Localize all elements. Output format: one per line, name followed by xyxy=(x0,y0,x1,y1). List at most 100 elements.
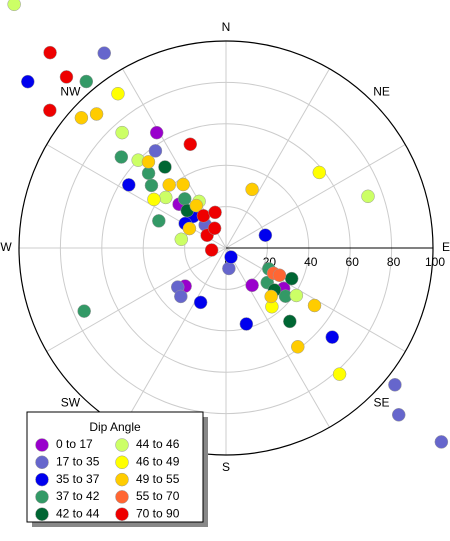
point xyxy=(152,214,166,228)
point xyxy=(158,190,173,205)
spoke xyxy=(225,68,330,249)
legend-swatch xyxy=(115,438,129,452)
legend-label: 44 to 46 xyxy=(136,437,180,451)
direction-label: N xyxy=(222,20,231,34)
point xyxy=(291,340,305,354)
legend-label: 17 to 35 xyxy=(56,454,100,468)
point xyxy=(178,192,192,206)
point xyxy=(312,165,327,180)
point xyxy=(239,317,254,331)
spoke xyxy=(46,144,227,249)
point xyxy=(391,408,406,422)
point xyxy=(144,178,159,193)
direction-label: S xyxy=(222,460,230,474)
point xyxy=(224,250,238,264)
direction-label: E xyxy=(442,240,450,254)
legend-swatch xyxy=(35,507,49,521)
point xyxy=(43,45,57,60)
point xyxy=(361,189,375,204)
point xyxy=(245,182,259,197)
legend-label: 0 to 17 xyxy=(56,437,93,451)
direction-label: SW xyxy=(61,396,81,410)
grid: 020406080100NNEESESSWWNW xyxy=(0,20,450,474)
point xyxy=(283,314,297,329)
point xyxy=(176,177,190,192)
legend-swatch xyxy=(35,490,49,504)
point xyxy=(193,295,208,310)
point xyxy=(141,166,156,180)
legend-label: 70 to 90 xyxy=(136,506,180,520)
direction-label: NE xyxy=(373,85,390,99)
point xyxy=(74,111,89,125)
point xyxy=(222,261,236,276)
point xyxy=(79,74,94,89)
point xyxy=(434,435,449,449)
point xyxy=(207,221,222,236)
point xyxy=(89,107,104,121)
point xyxy=(7,0,21,12)
point xyxy=(264,289,278,304)
r-tick-label: 60 xyxy=(346,255,360,269)
spoke xyxy=(225,247,330,428)
points xyxy=(7,0,449,449)
spoke xyxy=(46,247,227,352)
point xyxy=(388,378,402,392)
legend-swatch xyxy=(115,490,129,504)
point xyxy=(325,330,339,344)
point xyxy=(77,304,91,318)
point xyxy=(272,268,287,283)
point xyxy=(21,74,35,89)
point xyxy=(148,144,163,158)
point xyxy=(149,125,164,140)
point xyxy=(147,192,161,207)
legend-swatch xyxy=(115,472,129,487)
point xyxy=(43,103,57,118)
spoke xyxy=(122,247,227,428)
legend-label: 55 to 70 xyxy=(136,489,180,503)
point xyxy=(174,289,188,304)
legend-swatch xyxy=(35,438,49,452)
point xyxy=(115,125,129,140)
point xyxy=(258,228,273,242)
point xyxy=(162,178,176,192)
point xyxy=(189,198,204,213)
legend-swatch xyxy=(35,472,49,487)
point xyxy=(289,288,304,303)
legend-swatch xyxy=(35,455,49,470)
legend-label: 49 to 55 xyxy=(136,472,180,486)
point xyxy=(196,209,211,223)
direction-label: W xyxy=(0,240,12,254)
point xyxy=(158,160,172,174)
legend-label: 42 to 44 xyxy=(56,506,100,520)
point xyxy=(174,232,189,247)
legend-label: 35 to 37 xyxy=(56,472,100,486)
point xyxy=(182,221,197,236)
point xyxy=(122,178,136,192)
r-tick-label: 100 xyxy=(425,255,445,269)
legend-label: 46 to 49 xyxy=(136,454,180,468)
point xyxy=(111,86,125,101)
point xyxy=(59,70,74,84)
legend-title: Dip Angle xyxy=(89,420,141,434)
legend-box xyxy=(26,411,204,523)
legend-swatch xyxy=(115,455,129,470)
legend-swatch xyxy=(115,507,129,521)
r-tick-label: 40 xyxy=(304,255,318,269)
point xyxy=(114,150,129,164)
point xyxy=(284,271,299,286)
direction-label: NW xyxy=(60,85,81,99)
legend-label: 37 to 42 xyxy=(56,489,100,503)
point xyxy=(208,205,222,220)
r-tick-label: 80 xyxy=(387,255,401,269)
spoke xyxy=(225,144,406,249)
point xyxy=(245,278,259,293)
point xyxy=(183,137,198,152)
direction-label: SE xyxy=(374,396,390,410)
point xyxy=(141,155,156,169)
point xyxy=(97,46,111,60)
legend: Dip Angle 0 to 17 17 to 35 35 to 37 37 to 4… xyxy=(26,411,208,527)
point xyxy=(332,367,347,381)
point xyxy=(307,298,322,313)
